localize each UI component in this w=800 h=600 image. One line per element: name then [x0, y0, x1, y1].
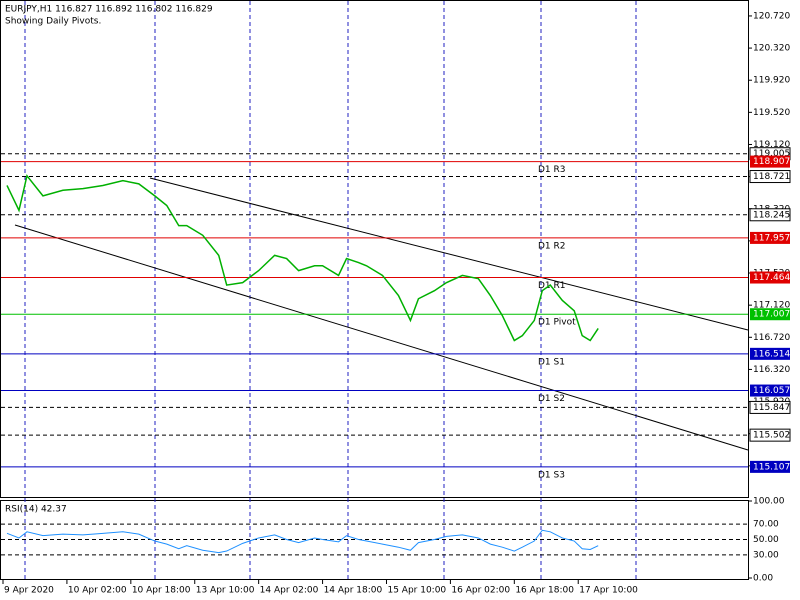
pivot-box [750, 308, 790, 321]
x-tick-label: 9 Apr 2020 [4, 586, 54, 596]
pivot-box [750, 460, 790, 473]
rsi-line [6, 529, 599, 554]
x-tick-label: 14 Apr 18:00 [324, 586, 383, 596]
channel-upper [149, 177, 749, 331]
pivot-box [750, 231, 790, 244]
y-tick-label: 117.120 [753, 301, 790, 311]
x-tick-label: 16 Apr 18:00 [515, 586, 574, 596]
price-line [6, 174, 599, 342]
pivot-box [750, 155, 790, 168]
rsi-tick-label: 0.00 [753, 574, 773, 584]
level-box [749, 400, 791, 414]
y-tick-label: 116.320 [753, 365, 790, 375]
level-label: 115.847 [753, 403, 790, 413]
level-box [749, 428, 791, 442]
rsi-title: RSI(14) 42.37 [5, 505, 67, 515]
y-tick-label: 119.520 [753, 108, 790, 118]
y-tick-label: 116.720 [753, 333, 790, 343]
x-tick-label: 10 Apr 02:00 [68, 586, 127, 596]
level-box [749, 208, 791, 222]
level-label: 119.005 [753, 149, 790, 159]
pivot-name: D1 R2 [538, 241, 566, 251]
rsi-tick-label: 70.00 [753, 520, 779, 530]
pivot-label: 115.107 [753, 462, 790, 472]
day-separators [24, 1, 637, 580]
x-tick-label: 16 Apr 02:00 [451, 586, 510, 596]
pivot-label: 116.514 [753, 349, 790, 359]
y-tick-label: 120.720 [753, 11, 790, 21]
pivot-name: D1 R3 [538, 165, 566, 175]
level-label: 115.502 [753, 431, 790, 441]
x-tick-label: 17 Apr 10:00 [579, 586, 638, 596]
main-panel [0, 0, 749, 498]
pivot-box [750, 271, 790, 284]
level-label: 118.245 [753, 210, 790, 220]
pivot-box [750, 347, 790, 360]
pivot-name: D1 S2 [538, 394, 565, 404]
pivot-label: 117.957 [753, 233, 790, 243]
y-tick-label: 119.920 [753, 76, 790, 86]
x-tick-label: 13 Apr 10:00 [196, 586, 255, 596]
pivot-name: D1 S3 [538, 470, 565, 480]
channel-lower [14, 224, 749, 451]
x-tick-label: 10 Apr 18:00 [132, 586, 191, 596]
rsi-tick-label: 50.00 [753, 535, 779, 545]
chart-subtitle: Showing Daily Pivots. [5, 17, 101, 27]
y-tick-label: 120.320 [753, 44, 790, 54]
x-tick-label: 14 Apr 02:00 [260, 586, 319, 596]
pivot-label: 117.007 [753, 310, 790, 320]
level-label: 118.721 [753, 172, 790, 182]
chart-title: EURJPY,H1 116.827 116.892 116.802 116.82… [5, 5, 213, 15]
pivot-label: 117.464 [753, 273, 790, 283]
y-tick-label: 119.120 [753, 140, 790, 150]
pivot-label: 116.057 [753, 386, 790, 396]
x-tick-label: 15 Apr 10:00 [387, 586, 446, 596]
rsi-tick-label: 100.00 [753, 497, 785, 507]
level-box [749, 170, 791, 184]
pivot-name: D1 S1 [538, 357, 565, 367]
pivot-box [750, 384, 790, 397]
rsi-tick-label: 30.00 [753, 550, 779, 560]
pivot-label: 118.907 [753, 157, 790, 167]
pivot-name: D1 Pivot [538, 318, 576, 328]
